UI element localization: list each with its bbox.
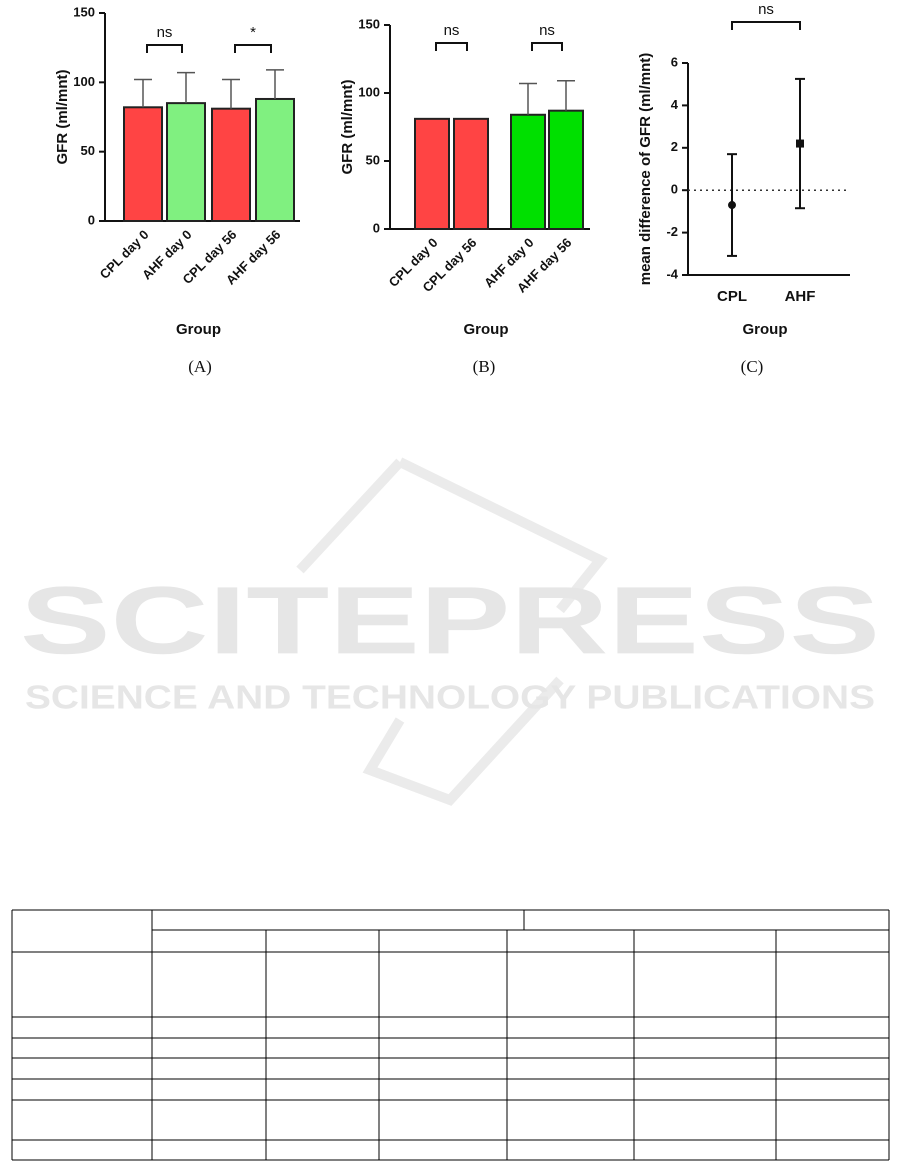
y-axis-label: GFR (ml/mnt) — [54, 70, 71, 165]
y-tick-label: 2 — [671, 139, 678, 154]
x-axis-label: Group — [176, 321, 221, 338]
watermark-subtitle: SCIENCE AND TECHNOLOGY PUBLICATIONS — [25, 679, 875, 716]
point — [796, 139, 804, 148]
significance-bracket — [234, 44, 272, 53]
x-axis-label: Group — [464, 321, 509, 338]
x-tick-label: AHF — [785, 288, 816, 305]
significance-label: ns — [758, 1, 774, 18]
y-tick-label: 0 — [373, 220, 380, 235]
bar — [414, 117, 450, 230]
significance-label: * — [250, 24, 256, 41]
figure-caption: (C) — [741, 357, 764, 376]
significance-bracket — [435, 42, 468, 51]
y-tick-label: -4 — [666, 266, 678, 281]
y-tick-label: 4 — [671, 97, 679, 112]
bar — [255, 97, 295, 222]
y-tick-label: 50 — [81, 143, 95, 158]
significance-bracket — [146, 44, 183, 53]
y-tick-label: 100 — [73, 74, 95, 89]
figure-caption: (A) — [188, 357, 212, 376]
y-axis-label: mean difference of GFR (ml/mnt) — [637, 53, 654, 286]
significance-bracket — [731, 21, 801, 30]
y-tick-label: 150 — [73, 4, 95, 19]
y-axis-label: GFR (ml/mnt) — [339, 80, 356, 175]
bar — [548, 109, 584, 230]
significance-label: ns — [539, 22, 555, 39]
bar — [510, 113, 546, 230]
point — [728, 201, 736, 210]
watermark-title: SCITEPRESS — [20, 567, 880, 674]
bar — [453, 117, 489, 230]
y-tick-label: 0 — [88, 212, 95, 227]
y-tick-label: 150 — [358, 16, 380, 31]
significance-label: ns — [444, 22, 460, 39]
bar — [123, 106, 163, 222]
x-tick-label: CPL — [717, 288, 747, 305]
watermark-logo — [296, 457, 608, 806]
significance-label: ns — [157, 24, 173, 41]
watermark: SCITEPRESS SCIENCE AND TECHNOLOGY PUBLIC… — [20, 457, 880, 806]
y-tick-label: 50 — [366, 152, 380, 167]
y-tick-label: 6 — [671, 54, 678, 69]
table — [11, 909, 890, 1161]
figure-caption: (B) — [473, 357, 496, 376]
y-tick-label: 100 — [358, 84, 380, 99]
x-axis-label: Group — [743, 321, 788, 338]
y-tick-label: 0 — [671, 182, 678, 197]
bar — [166, 102, 206, 222]
significance-bracket — [531, 42, 563, 51]
bar — [211, 107, 251, 222]
y-tick-label: -2 — [666, 224, 678, 239]
